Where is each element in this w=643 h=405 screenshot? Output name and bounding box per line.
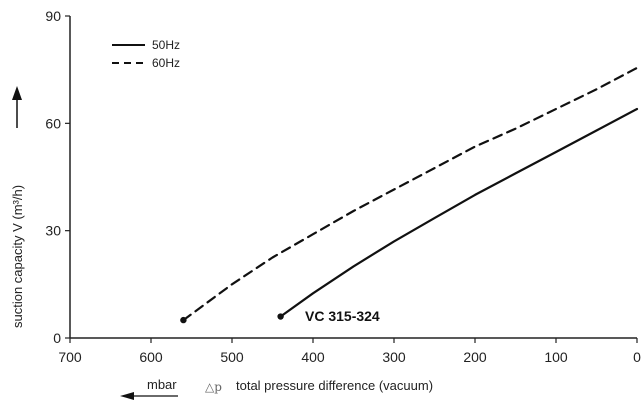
- series-line-50hz: [279, 107, 639, 318]
- x-tick-label: 400: [301, 349, 325, 365]
- x-tick-label: 200: [463, 349, 487, 365]
- y-tick-label: 60: [45, 115, 61, 131]
- series-start-point-60hz: [180, 316, 187, 324]
- legend: 50Hz 60Hz: [112, 38, 180, 70]
- y-tick-group: 0 30 60 90: [45, 8, 70, 346]
- y-tick-label: 0: [53, 330, 61, 346]
- legend-label-50hz: 50Hz: [152, 38, 180, 52]
- y-tick-label: 30: [45, 223, 61, 239]
- x-unit-label: mbar: [147, 377, 177, 392]
- x-tick-label: 700: [58, 349, 82, 365]
- series-layer: [180, 66, 639, 324]
- model-annotation: VC 315-324: [305, 308, 380, 324]
- x-delta-symbol: △p: [205, 380, 222, 394]
- x-tick-group: 700 600 500 400 300 200 100 0: [58, 338, 641, 365]
- series-line-60hz: [182, 66, 639, 322]
- x-axis-label-group: mbar △p total pressure difference (vacuu…: [120, 377, 433, 400]
- series-start-point-50hz: [277, 313, 284, 320]
- x-tick-label: 600: [139, 349, 163, 365]
- y-axis-label: suction capacity V (m³/h): [10, 185, 25, 328]
- y-axis-label-group: suction capacity V (m³/h): [10, 86, 25, 328]
- x-tick-label: 100: [544, 349, 568, 365]
- x-tick-label: 300: [382, 349, 406, 365]
- y-axis-arrow-head: [12, 86, 22, 100]
- legend-label-60hz: 60Hz: [152, 56, 180, 70]
- x-axis-label: total pressure difference (vacuum): [236, 378, 433, 393]
- plot-area: 700 600 500 400 300 200 100 0 0 30 60 90: [45, 8, 641, 365]
- x-tick-label: 500: [220, 349, 244, 365]
- x-tick-label: 0: [633, 349, 641, 365]
- x-axis-arrow-head: [120, 392, 134, 400]
- y-tick-label: 90: [45, 8, 61, 24]
